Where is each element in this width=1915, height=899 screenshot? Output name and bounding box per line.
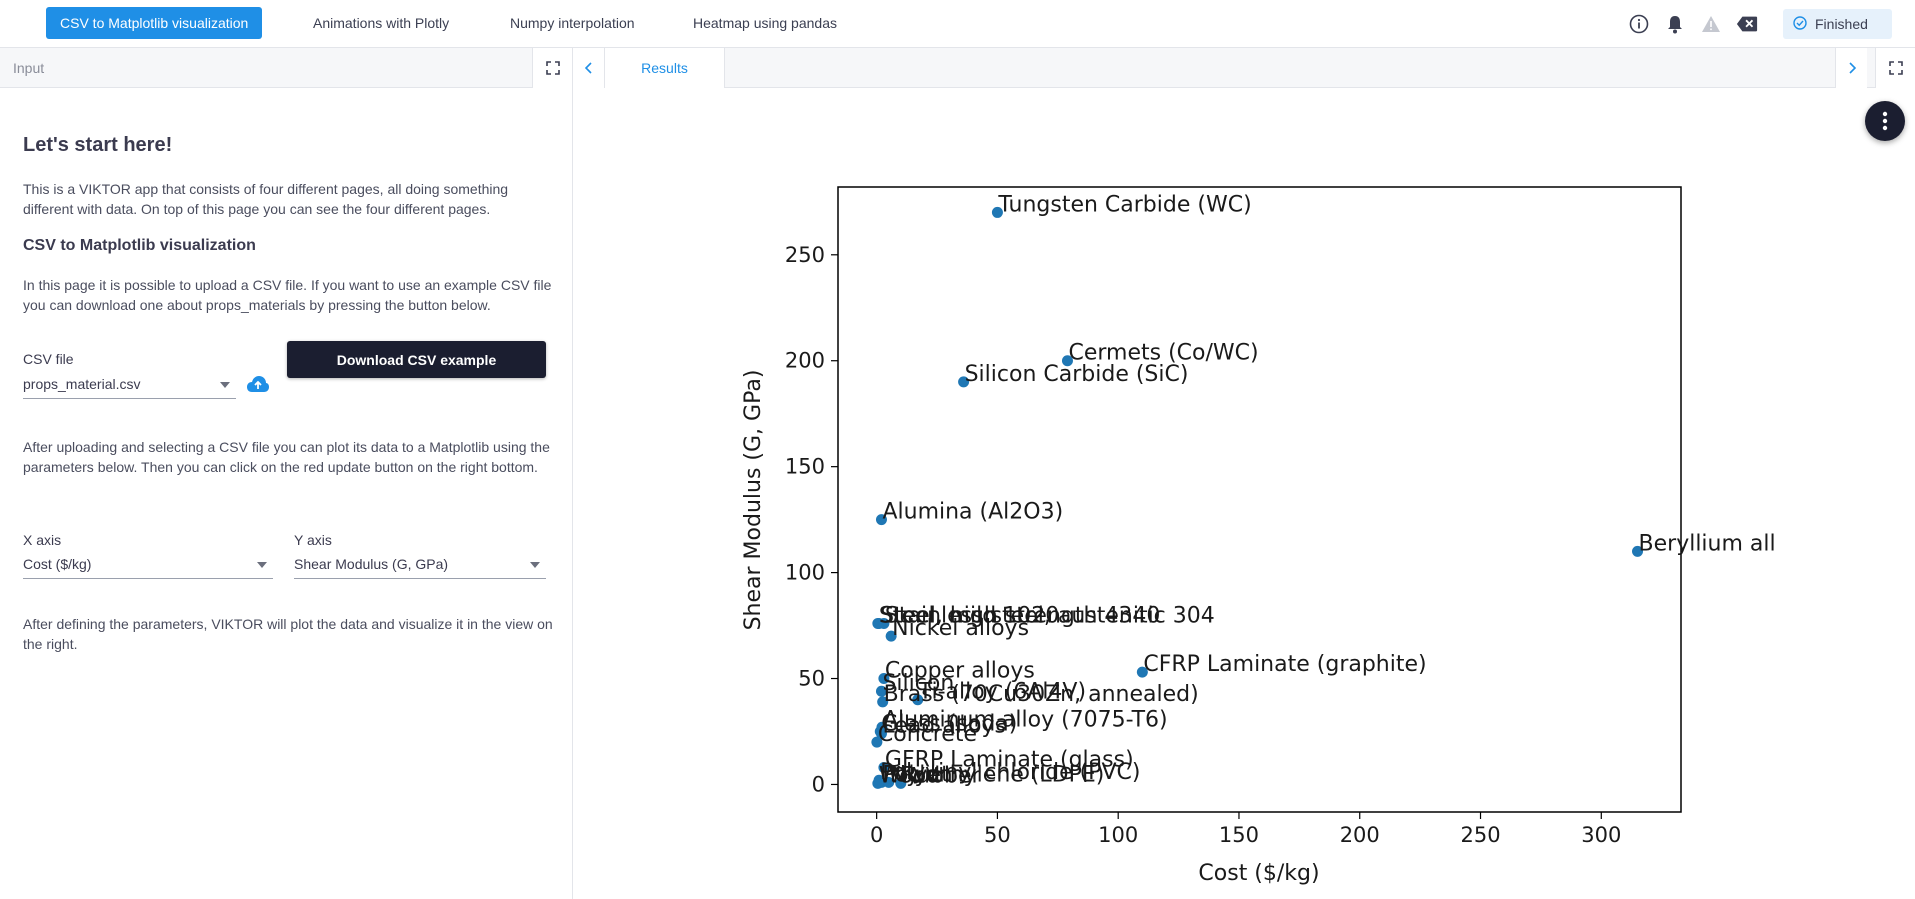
tab-csv-to-matplotlib[interactable]: CSV to Matplotlib visualization xyxy=(46,7,263,39)
download-csv-example-button[interactable]: Download CSV example xyxy=(287,341,546,378)
intro-text: This is a VIKTOR app that consists of fo… xyxy=(23,181,509,217)
csv-file-label: CSV file xyxy=(23,351,74,367)
csv-file-value: props_material.csv xyxy=(23,376,141,392)
tab-numpy-interpolation[interactable]: Numpy interpolation xyxy=(510,15,635,31)
page-heading: Let's start here! xyxy=(23,134,173,156)
csv-file-select[interactable]: props_material.csv xyxy=(23,373,236,399)
y-axis-select[interactable]: Shear Modulus (G, GPa) xyxy=(294,553,546,579)
cloud-upload-icon[interactable] xyxy=(246,375,270,398)
backspace-icon[interactable] xyxy=(1736,11,1758,37)
x-axis-select[interactable]: Cost ($/kg) xyxy=(23,553,273,579)
chevron-left-icon[interactable] xyxy=(573,48,605,88)
tab-results[interactable]: Results xyxy=(605,48,725,88)
info-icon[interactable] xyxy=(1628,11,1650,37)
section-title: CSV to Matplotlib visualization xyxy=(23,237,256,254)
x-axis-label: X axis xyxy=(23,532,62,548)
chevron-down-icon xyxy=(257,562,267,568)
x-axis-value: Cost ($/kg) xyxy=(23,556,92,572)
status-badge: Finished xyxy=(1783,9,1892,39)
tab-animations-with-plotly[interactable]: Animations with Plotly xyxy=(313,15,450,31)
final-instructions-text: After defining the parameters, VIKTOR wi… xyxy=(23,616,553,652)
expand-icon[interactable] xyxy=(1875,48,1915,88)
results-panel: Results xyxy=(573,48,1915,899)
results-panel-header: Results xyxy=(573,48,1915,88)
bell-icon[interactable] xyxy=(1664,11,1686,37)
input-panel: Input Let's start here! This is a VIKTOR… xyxy=(0,48,573,899)
y-axis-label: Y axis xyxy=(294,532,332,548)
chevron-right-icon[interactable] xyxy=(1835,48,1867,88)
chevron-down-icon xyxy=(220,382,230,388)
check-circle-icon xyxy=(1793,15,1807,33)
more-vertical-icon[interactable] xyxy=(1865,101,1905,141)
section-text: In this page it is possible to upload a … xyxy=(23,277,552,313)
warning-icon[interactable] xyxy=(1700,11,1722,37)
top-navigation-bar: CSV to Matplotlib visualization Animatio… xyxy=(0,0,1915,48)
tab-heatmap-using-pandas[interactable]: Heatmap using pandas xyxy=(693,15,837,31)
plot-instructions-text: After uploading and selecting a CSV file… xyxy=(23,439,550,475)
y-axis-value: Shear Modulus (G, GPa) xyxy=(294,556,449,572)
input-panel-title: Input xyxy=(13,60,45,76)
status-label: Finished xyxy=(1815,16,1868,32)
expand-icon[interactable] xyxy=(532,48,572,88)
chevron-down-icon xyxy=(530,562,540,568)
input-panel-header: Input xyxy=(0,48,572,88)
